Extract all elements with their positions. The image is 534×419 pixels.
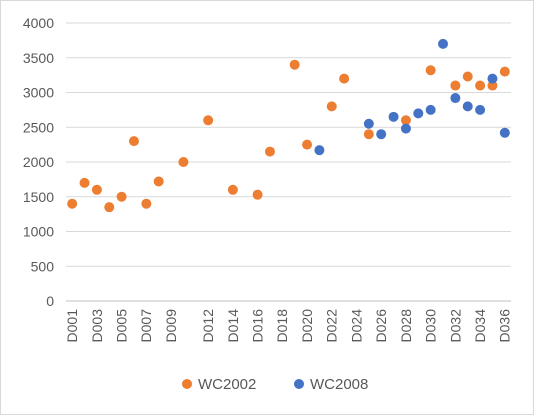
- x-tick-label: D001: [64, 309, 80, 343]
- x-tick-label: D016: [249, 309, 265, 343]
- x-tick-label: D028: [398, 309, 414, 343]
- point-wc2002: [487, 80, 498, 91]
- x-tick-label: D014: [225, 309, 241, 343]
- point-wc2002: [302, 139, 313, 150]
- gridlines: [66, 22, 511, 302]
- point-wc2008: [413, 108, 424, 119]
- x-tick-label: D018: [274, 309, 290, 343]
- y-axis-tick-labels: 0 500 1000 1500 2000 2500 3000 3500 4000: [23, 15, 54, 309]
- y-tick-label: 500: [31, 258, 55, 274]
- point-wc2002: [462, 71, 473, 82]
- point-wc2002: [425, 65, 436, 76]
- point-wc2002: [363, 129, 374, 140]
- legend-marker-wc2002: [182, 379, 192, 389]
- x-tick-label: D032: [447, 309, 463, 343]
- point-wc2002: [116, 191, 127, 202]
- point-wc2002: [67, 198, 78, 209]
- y-tick-label: 1000: [23, 224, 54, 240]
- point-wc2002: [289, 59, 300, 70]
- point-wc2002: [203, 115, 214, 126]
- point-wc2008: [475, 104, 486, 115]
- x-tick-label: D036: [497, 309, 513, 343]
- point-wc2008: [450, 93, 461, 104]
- point-wc2002: [141, 198, 152, 209]
- point-wc2002: [475, 80, 486, 91]
- point-wc2008: [438, 38, 449, 49]
- point-wc2002: [252, 189, 263, 200]
- legend-label-wc2002: WC2002: [198, 376, 256, 393]
- point-wc2002: [339, 73, 350, 84]
- point-wc2002: [450, 80, 461, 91]
- point-wc2002: [499, 66, 510, 77]
- point-wc2002: [128, 136, 139, 147]
- point-wc2008: [400, 123, 411, 134]
- point-wc2008: [314, 145, 325, 156]
- point-wc2002: [400, 115, 411, 126]
- x-tick-label: D024: [348, 309, 364, 343]
- legend-marker-wc2008: [294, 379, 304, 389]
- x-tick-label: D009: [163, 309, 179, 343]
- y-tick-label: 1500: [23, 189, 54, 205]
- point-wc2008: [376, 129, 387, 140]
- y-tick-label: 2500: [23, 119, 54, 135]
- legend-label-wc2008: WC2008: [310, 376, 368, 393]
- point-wc2008: [425, 104, 436, 115]
- x-tick-label: D020: [299, 309, 315, 343]
- x-tick-label: D007: [138, 309, 154, 343]
- point-wc2002: [79, 177, 90, 188]
- point-wc2008: [487, 73, 498, 84]
- y-tick-label: 0: [46, 293, 54, 309]
- point-wc2002: [178, 157, 189, 167]
- point-wc2008: [363, 118, 374, 129]
- y-tick-label: 4000: [23, 15, 54, 31]
- x-tick-label: D012: [200, 309, 216, 343]
- point-wc2002: [153, 176, 164, 187]
- legend: WC2002 WC2008: [182, 376, 368, 393]
- point-wc2002: [104, 202, 115, 213]
- x-tick-label: D026: [373, 309, 389, 343]
- point-wc2008: [388, 111, 399, 122]
- x-tick-label: D030: [423, 309, 439, 343]
- y-tick-label: 2000: [23, 154, 54, 170]
- x-tick-label: D003: [89, 309, 105, 343]
- point-wc2002: [227, 184, 238, 195]
- data-points: [67, 38, 510, 213]
- x-tick-label: D022: [324, 309, 340, 343]
- point-wc2002: [326, 101, 337, 112]
- y-tick-label: 3000: [23, 85, 54, 101]
- x-axis-tick-labels: D001 D003 D005 D007 D009 D012 D014 D016 D018 D020…: [64, 309, 513, 343]
- point-wc2008: [499, 127, 510, 138]
- point-wc2008: [462, 101, 473, 112]
- x-tick-label: D034: [472, 309, 488, 343]
- point-wc2002: [264, 146, 275, 157]
- point-wc2002: [91, 184, 102, 195]
- y-tick-label: 3500: [23, 50, 54, 66]
- x-tick-label: D005: [114, 309, 130, 343]
